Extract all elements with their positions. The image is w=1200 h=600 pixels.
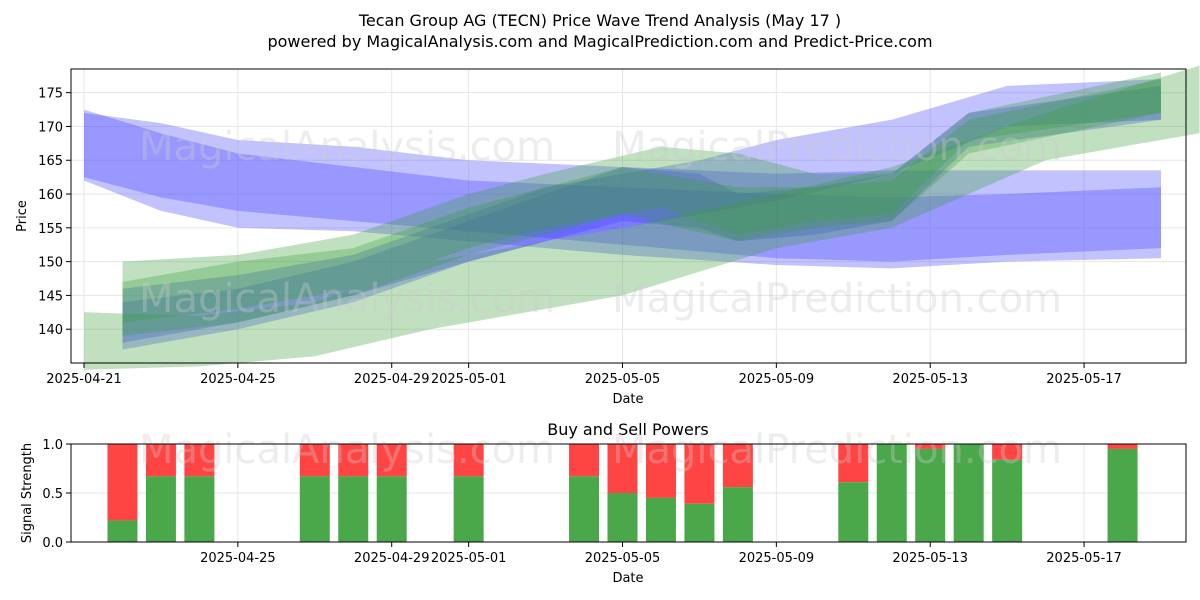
price-y-tick-label: 150 bbox=[38, 256, 63, 271]
price-wave-chart: MagicalAnalysis.com MagicalPrediction.co… bbox=[15, 65, 1200, 407]
signal-y-tick-label: 0.5 bbox=[42, 487, 63, 502]
blue-wave-band bbox=[122, 85, 1161, 350]
price-y-label: Price bbox=[15, 200, 30, 232]
buy-power-bar bbox=[838, 482, 869, 542]
sell-power-bar bbox=[107, 444, 138, 521]
price-x-tick-label: 2025-05-09 bbox=[739, 372, 815, 387]
sell-power-bar bbox=[684, 444, 715, 504]
watermark-prediction: MagicalPrediction.com bbox=[612, 124, 1062, 170]
signal-x-tick-label: 2025-05-09 bbox=[739, 551, 815, 566]
price-x-tick-label: 2025-05-01 bbox=[431, 372, 507, 387]
sell-power-bar bbox=[1107, 444, 1138, 449]
sell-power-bar bbox=[569, 444, 600, 477]
buy-power-bar bbox=[569, 476, 600, 542]
signal-bars bbox=[107, 444, 1138, 542]
price-x-label: Date bbox=[612, 392, 643, 407]
sell-power-bar bbox=[338, 444, 369, 477]
price-x-tick-label: 2025-04-25 bbox=[200, 372, 276, 387]
signal-x-tick-label: 2025-05-13 bbox=[892, 551, 968, 566]
price-y-tick-label: 155 bbox=[38, 222, 63, 237]
buy-power-bar bbox=[145, 476, 176, 542]
price-y-tick-label: 160 bbox=[38, 188, 63, 203]
buy-sell-title: Buy and Sell Powers bbox=[547, 420, 709, 439]
sell-power-bar bbox=[607, 444, 638, 493]
price-x-tick-label: 2025-04-29 bbox=[354, 372, 430, 387]
buy-power-bar bbox=[645, 497, 676, 542]
green-wave-band bbox=[84, 65, 1200, 370]
watermark-analysis: MagicalAnalysis.com bbox=[139, 124, 555, 170]
blue-wave-band bbox=[122, 79, 1161, 343]
signal-y-tick-label: 1.0 bbox=[42, 438, 63, 453]
price-grid bbox=[71, 69, 1186, 363]
buy-power-bar bbox=[376, 476, 407, 542]
price-x-ticks: 2025-04-21 2025-04-25 2025-04-29 2025-05-01… bbox=[46, 363, 1122, 387]
green-wave-band bbox=[122, 79, 1161, 336]
sell-power-bar bbox=[992, 444, 1023, 460]
sell-power-bar bbox=[838, 444, 869, 483]
price-y-tick-label: 140 bbox=[38, 323, 63, 338]
price-y-ticks: 140 145 150 155 160 165 170 175 bbox=[38, 87, 71, 338]
sell-power-bar bbox=[645, 444, 676, 498]
signal-x-tick-label: 2025-05-05 bbox=[585, 551, 661, 566]
price-bands bbox=[84, 65, 1200, 370]
watermark-prediction-2: MagicalPrediction.com bbox=[612, 276, 1062, 322]
price-y-tick-label: 175 bbox=[38, 87, 63, 102]
sell-power-bar bbox=[376, 444, 407, 477]
buy-power-bar bbox=[607, 493, 638, 542]
signal-x-tick-label: 2025-04-25 bbox=[200, 551, 276, 566]
buy-power-bar bbox=[722, 487, 753, 542]
buy-sell-powers-chart: Buy and Sell Powers MagicalAnalysis.com … bbox=[20, 420, 1187, 586]
price-x-tick-label: 2025-05-17 bbox=[1046, 372, 1122, 387]
blue-wave-band bbox=[84, 112, 1161, 269]
buy-power-bar bbox=[1107, 448, 1138, 542]
signal-y-ticks: 0.0 0.5 1.0 bbox=[42, 438, 71, 551]
chart-title: Tecan Group AG (TECN) Price Wave Trend A… bbox=[358, 11, 841, 30]
sell-power-bar bbox=[299, 444, 330, 477]
buy-power-bar bbox=[299, 476, 330, 542]
watermark-analysis-2: MagicalAnalysis.com bbox=[139, 276, 555, 322]
signal-x-tick-label: 2025-05-17 bbox=[1046, 551, 1122, 566]
green-wave-band bbox=[122, 72, 1161, 323]
sell-power-bar bbox=[915, 444, 946, 449]
signal-x-label: Date bbox=[612, 571, 643, 586]
signal-x-tick-label: 2025-05-01 bbox=[431, 551, 507, 566]
buy-power-bar bbox=[107, 520, 138, 542]
price-y-tick-label: 170 bbox=[38, 120, 63, 135]
watermark-prediction-3: MagicalPrediction.com bbox=[612, 427, 1062, 473]
signal-y-tick-label: 0.0 bbox=[42, 536, 63, 551]
signal-y-label: Signal Strength bbox=[20, 443, 35, 543]
buy-power-bar bbox=[684, 503, 715, 542]
signal-x-ticks: 2025-04-25 2025-04-29 2025-05-01 2025-05-05… bbox=[200, 542, 1122, 566]
buy-power-bar bbox=[915, 448, 946, 542]
buy-power-bar bbox=[453, 476, 484, 542]
buy-power-bar bbox=[184, 476, 215, 542]
blue-wave-band bbox=[84, 109, 1161, 262]
price-plot-frame bbox=[70, 68, 1187, 364]
chart-subtitle: powered by MagicalAnalysis.com and Magic… bbox=[267, 32, 932, 51]
price-y-tick-label: 165 bbox=[38, 154, 63, 169]
sell-power-bar bbox=[184, 444, 215, 477]
buy-power-bar bbox=[338, 476, 369, 542]
buy-power-bar bbox=[992, 459, 1023, 542]
price-x-tick-label: 2025-05-13 bbox=[892, 372, 968, 387]
signal-x-tick-label: 2025-04-29 bbox=[354, 551, 430, 566]
sell-power-bar bbox=[722, 444, 753, 488]
sell-power-bar bbox=[453, 444, 484, 477]
watermark-analysis-3: MagicalAnalysis.com bbox=[139, 427, 555, 473]
buy-power-bar bbox=[876, 444, 907, 542]
buy-power-bar bbox=[953, 444, 984, 542]
price-x-tick-label: 2025-04-21 bbox=[46, 372, 122, 387]
price-y-tick-label: 145 bbox=[38, 289, 63, 304]
price-x-tick-label: 2025-05-05 bbox=[585, 372, 661, 387]
sell-power-bar bbox=[145, 444, 176, 477]
